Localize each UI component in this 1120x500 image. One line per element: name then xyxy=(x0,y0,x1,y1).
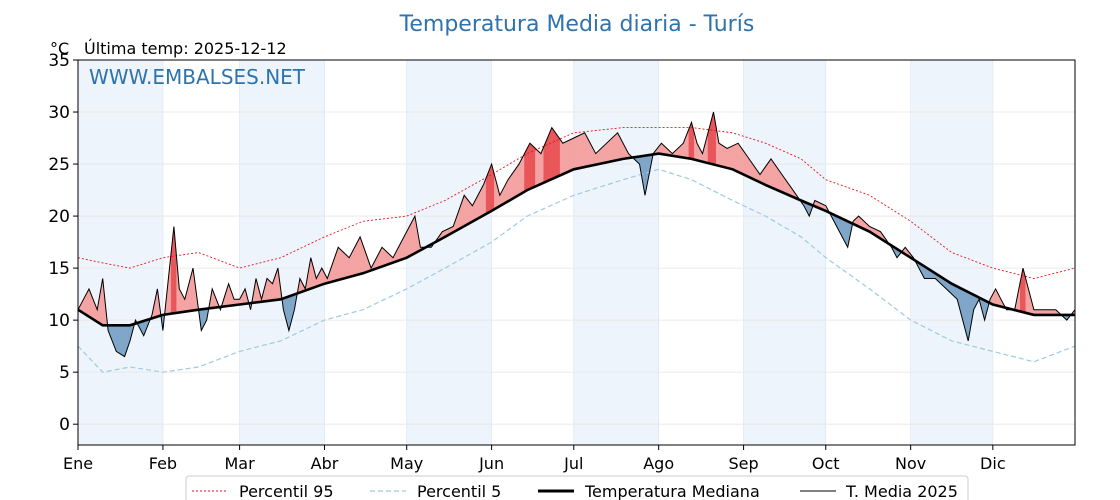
deviation-fill-segment xyxy=(573,136,577,170)
x-tick-label: Jun xyxy=(478,454,504,473)
x-tick-label: Ago xyxy=(643,454,674,473)
deviation-fill-segment xyxy=(559,138,564,176)
y-tick-label: 25 xyxy=(48,155,70,175)
deviation-fill-segment xyxy=(526,143,531,191)
deviation-fill-segment xyxy=(611,134,616,162)
deviation-fill-segment xyxy=(537,150,542,186)
month-band xyxy=(239,60,325,445)
month-band xyxy=(910,60,993,445)
deviation-fill-segment xyxy=(718,142,722,167)
watermark-text: WWW.EMBALSES.NET xyxy=(89,65,306,89)
month-band xyxy=(78,60,163,445)
deviation-fill-segment xyxy=(576,135,580,169)
deviation-fill-segment xyxy=(529,142,533,190)
month-band xyxy=(573,60,659,445)
chart-title: Temperatura Media diaria - Turís xyxy=(399,12,755,37)
series-line-2025 xyxy=(77,111,1076,358)
x-tick-label: Abr xyxy=(311,454,339,473)
y-tick-label: 0 xyxy=(59,415,70,435)
deviation-fill-segment xyxy=(735,142,739,173)
month-band xyxy=(406,60,492,445)
deviation-fill-segment xyxy=(516,163,520,197)
y-tick-label: 5 xyxy=(59,363,70,383)
x-tick-label: Nov xyxy=(895,454,926,473)
x-tick-label: Ene xyxy=(63,454,93,473)
legend: Percentil 95 Percentil 5 Temperatura Med… xyxy=(185,475,969,500)
deviation-fill-segment xyxy=(513,167,517,199)
deviation-fill-segment xyxy=(521,153,525,194)
deviation-fill-segment xyxy=(568,139,572,173)
deviation-fill-segment xyxy=(603,142,607,164)
deviation-fill-segment xyxy=(724,146,728,169)
deviation-fill-segment xyxy=(570,137,574,171)
month-bands xyxy=(78,60,993,445)
x-tick-label: Oct xyxy=(812,454,840,473)
deviation-fill-segment xyxy=(557,134,561,177)
legend-label-current: T. Media 2025 xyxy=(845,482,958,500)
last-temp-label: Última temp: 2025-12-12 xyxy=(84,39,287,58)
deviation-fill-segment xyxy=(411,215,416,256)
deviation-fill-segment xyxy=(346,254,350,279)
x-tick-label: May xyxy=(390,454,423,473)
deviation-fill-segment xyxy=(562,141,566,175)
series-lines xyxy=(77,111,1076,373)
deviation-fill-segment xyxy=(548,127,553,181)
deviation-fill-segment xyxy=(535,147,539,187)
x-axis: Ene Feb Mar Abr May Jun Jul Ago Sep Oct Nov Dic xyxy=(63,445,1006,473)
deviation-fill-segment xyxy=(532,145,536,188)
legend-label-p95: Percentil 95 xyxy=(239,482,334,500)
deviation-fill-segment xyxy=(768,158,772,188)
y-tick-label: 20 xyxy=(48,207,70,227)
deviation-fill-segment xyxy=(121,325,125,357)
deviation-fill-segment xyxy=(606,140,610,163)
y-axis: 0 5 10 15 20 25 30 35 xyxy=(48,51,78,435)
series-line-percentil-5 xyxy=(77,168,1076,373)
deviation-fill-segment xyxy=(581,132,585,168)
legend-label-median: Temperatura Mediana xyxy=(584,482,760,500)
deviation-fill-segment xyxy=(466,198,470,225)
deviation-fill-segment xyxy=(118,325,123,356)
deviation-fill-segment xyxy=(340,249,344,280)
y-tick-label: 35 xyxy=(48,51,70,71)
deviation-fill-segment xyxy=(116,325,120,354)
deviation-fill-segment xyxy=(565,140,569,174)
x-tick-label: Mar xyxy=(225,454,256,473)
deviation-fill-segment xyxy=(614,132,618,161)
deviation-fill-segment xyxy=(269,280,273,301)
unit-label: °C xyxy=(50,39,69,58)
y-tick-label: 15 xyxy=(48,259,70,279)
deviation-fill-segment xyxy=(266,278,270,302)
deviation-fill-segment xyxy=(579,133,583,169)
legend-box xyxy=(185,475,969,500)
legend-label-p5: Percentil 5 xyxy=(417,482,501,500)
deviation-fill-segment xyxy=(729,145,733,170)
deviation-fill-segment xyxy=(464,194,468,227)
y-tick-label: 30 xyxy=(48,103,70,123)
deviation-fill-segment xyxy=(343,252,347,279)
y-tick-label: 10 xyxy=(48,311,70,331)
deviation-fill-segment xyxy=(357,236,361,276)
deviation-fill-segment xyxy=(554,130,558,179)
x-tick-label: Dic xyxy=(980,454,1006,473)
series-line-median xyxy=(77,152,1075,327)
deviation-fill-segment xyxy=(732,144,736,171)
x-tick-label: Jul xyxy=(563,454,583,473)
deviation-fill-segment xyxy=(770,158,774,189)
deviation-fill-segment xyxy=(546,134,550,182)
deviation-fill-segment xyxy=(609,137,613,162)
plot-frame xyxy=(77,59,1076,446)
deviation-fill-segment xyxy=(737,142,742,174)
x-tick-label: Feb xyxy=(149,454,177,473)
deviation-fill-segment xyxy=(338,246,342,281)
deviation-fill-segment xyxy=(721,144,725,168)
x-tick-label: Sep xyxy=(729,454,759,473)
deviation-fill-segment xyxy=(551,127,555,180)
deviation-fill-segment xyxy=(726,146,731,169)
month-band xyxy=(743,60,826,445)
